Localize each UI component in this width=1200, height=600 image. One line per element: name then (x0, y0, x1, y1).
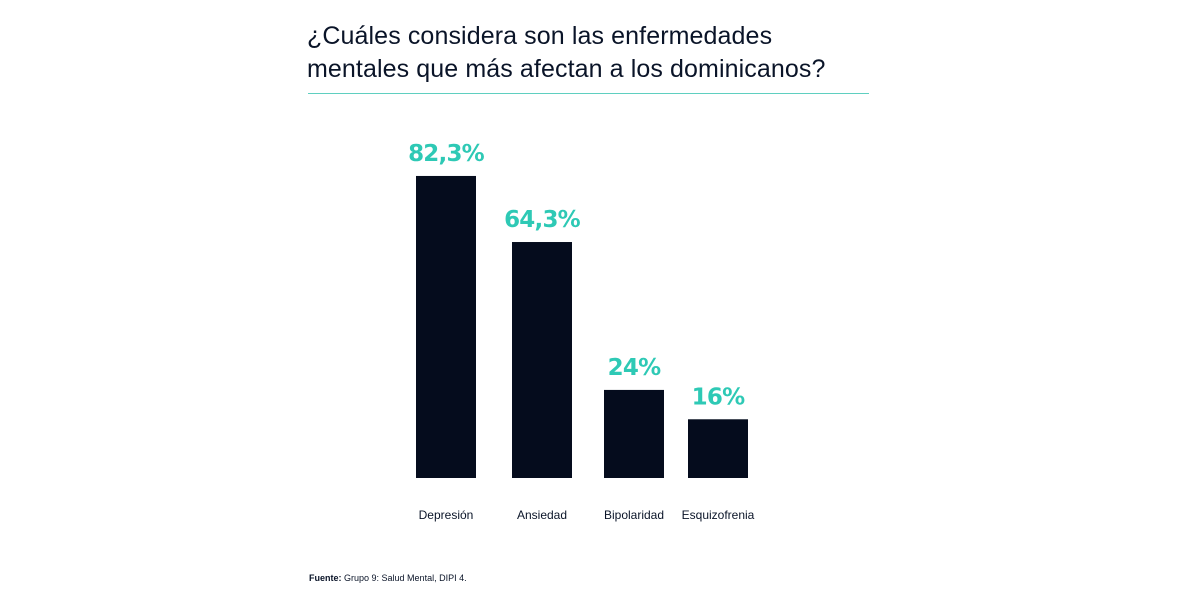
category-label-depresion: Depresión (419, 508, 474, 522)
value-label-depresion: 82,3% (408, 141, 485, 167)
chart-title-line-2: mentales que más afectan a los dominican… (307, 55, 826, 83)
bar-depresion (416, 175, 476, 479)
chart-title-line-1: ¿Cuáles considera son las enfermedades (307, 22, 773, 50)
bar-esquizofrenia (688, 419, 748, 478)
value-label-bipolaridad: 24% (608, 355, 661, 381)
value-label-ansiedad: 64,3% (504, 207, 581, 233)
category-label-bipolaridad: Bipolaridad (604, 508, 664, 522)
chart-title: ¿Cuáles considera son las enfermedades m… (307, 20, 907, 86)
source-text: Grupo 9: Salud Mental, DIPI 4. (344, 573, 467, 583)
source-label: Fuente: (309, 573, 342, 583)
source-note: Fuente: Grupo 9: Salud Mental, DIPI 4. (309, 573, 467, 583)
value-label-esquizofrenia: 16% (692, 384, 745, 410)
bar-bipolaridad (604, 389, 664, 478)
bar-ansiedad (512, 242, 572, 478)
category-label-ansiedad: Ansiedad (517, 508, 567, 522)
category-label-esquizofrenia: Esquizofrenia (682, 508, 755, 522)
title-divider (308, 93, 869, 94)
